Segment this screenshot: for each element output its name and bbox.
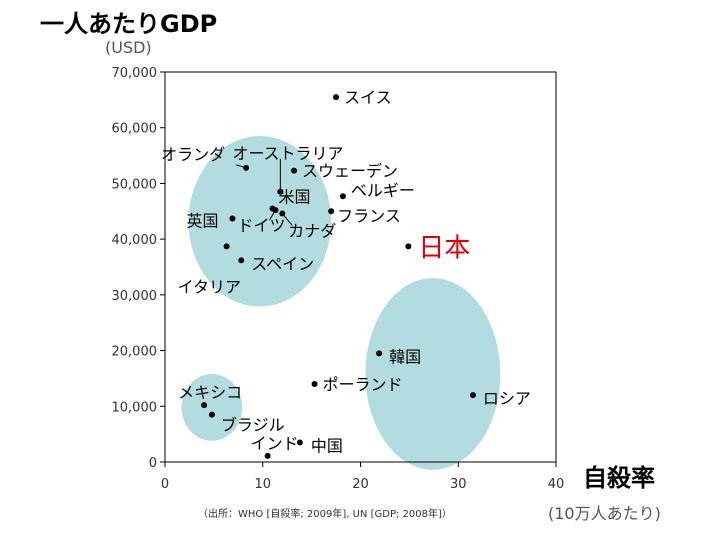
data-point (208, 411, 215, 418)
point-label: メキシコ (178, 383, 242, 402)
data-point (405, 243, 412, 250)
data-point (333, 94, 340, 101)
y-tick-label: 20,000 (112, 345, 158, 360)
cluster-bubble (181, 373, 243, 441)
cluster-bubble (188, 136, 332, 307)
point-label: 韓国 (389, 347, 421, 366)
point-label: ポーランド (323, 375, 403, 394)
point-label: 米国 (279, 188, 311, 207)
y-tick-label: 10,000 (112, 400, 158, 415)
data-point (223, 243, 230, 250)
data-point (469, 392, 476, 399)
point-label: スイス (344, 88, 392, 107)
data-point (311, 381, 318, 387)
point-label: スウェーデン (302, 162, 398, 181)
x-axis-unit: (10万人あたり) (548, 504, 661, 523)
x-tick-label: 20 (352, 477, 369, 492)
data-point (279, 210, 286, 217)
y-tick-label: 30,000 (112, 289, 158, 304)
point-label: スペイン (251, 254, 314, 273)
data-point (243, 164, 250, 171)
point-label: オランダ (161, 145, 225, 164)
x-tick-label: 30 (450, 477, 467, 492)
point-label: ドイツ (237, 216, 285, 235)
y-axis-unit: (USD) (105, 38, 152, 57)
data-point (328, 208, 335, 215)
data-point (238, 257, 245, 264)
x-axis-title: 自殺率 (583, 464, 655, 492)
point-label: 中国 (311, 437, 343, 456)
data-point (229, 215, 236, 222)
data-point (339, 193, 346, 200)
data-point (277, 188, 284, 195)
data-point (272, 207, 279, 214)
y-tick-label: 40,000 (112, 233, 158, 248)
point-label: 日本 (418, 233, 470, 263)
cluster-bubble (365, 278, 501, 470)
data-point (264, 452, 271, 459)
point-label: カナダ (288, 222, 336, 241)
point-label: オーストラリア (232, 144, 343, 163)
y-tick-label: 50,000 (112, 177, 158, 192)
source-note: （出所：WHO [自殺率; 2009年], UN [GDP; 2008年]） (198, 509, 452, 520)
point-label: ブラジル (221, 416, 285, 435)
data-point (296, 439, 303, 446)
point-label: インド (251, 434, 299, 453)
data-point (291, 167, 298, 174)
x-tick-label: 10 (254, 477, 271, 492)
point-label: ベルギー (351, 181, 415, 200)
y-tick-label: 60,000 (112, 122, 158, 137)
point-label: イタリア (178, 277, 241, 296)
y-tick-label: 70,000 (112, 66, 158, 81)
y-axis-title: 一人あたりGDP (40, 10, 218, 38)
point-label: 英国 (186, 212, 218, 231)
data-point (201, 402, 208, 409)
data-point (376, 350, 383, 357)
y-tick-label: 0 (149, 456, 157, 471)
point-label: フランス (337, 206, 401, 225)
x-tick-label: 0 (161, 477, 169, 492)
x-tick-label: 40 (548, 477, 565, 492)
point-label: ロシア (483, 389, 531, 408)
